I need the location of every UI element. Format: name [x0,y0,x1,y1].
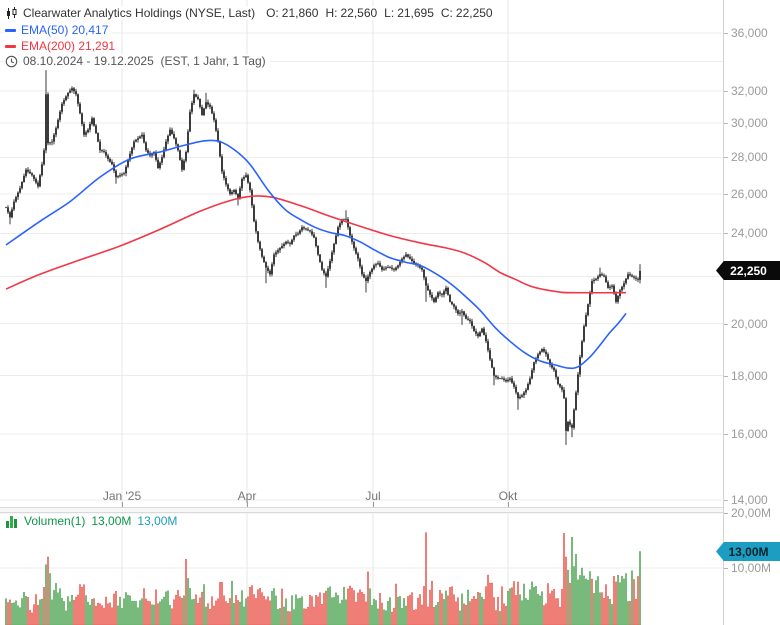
price-axis-label: 32,000 [731,84,768,98]
ema50-label: EMA(50) 20,417 [21,23,109,37]
axis-tick [724,157,728,158]
symbol-legend-row: Clearwater Analytics Holdings (NYSE, Las… [4,6,497,20]
axis-tick [724,434,728,435]
ema200-label: EMA(200) 21,291 [21,39,116,53]
volume-series [5,532,641,625]
pane-divider[interactable] [0,507,723,513]
date-range: 08.10.2024 - 19.12.2025 [23,54,154,68]
volume-bars-icon [6,515,17,528]
price-axis-label: 14,000 [731,493,768,507]
time-axis-label: Jan '25 [102,489,142,503]
axis-tick [724,568,728,569]
ema-lines [5,139,627,370]
ema200-legend-row[interactable]: EMA(200) 21,291 [4,39,120,53]
volume-value-teal: 13,00M [137,514,178,528]
volume-value-green: 13,00M [91,514,132,528]
price-chart-canvas[interactable] [0,0,723,625]
symbol-title: Clearwater Analytics Holdings (NYSE, Las… [23,6,256,20]
ema200-value: 21,291 [78,39,116,53]
axis-tick [724,500,728,501]
date-range-row: 08.10.2024 - 19.12.2025 (EST, 1 Jahr, 1 … [4,54,270,68]
axis-tick [724,123,728,124]
price-axis-label: 16,000 [731,427,768,441]
axis-tick [724,376,728,377]
low-value: 21,695 [397,6,434,20]
time-axis-tick [247,502,248,507]
axis-tick [724,91,728,92]
open-value: 21,860 [281,6,319,20]
date-range-text: 08.10.2024 - 19.12.2025 (EST, 1 Jahr, 1 … [23,54,266,68]
ema200-color-swatch [5,44,16,48]
volume-axis-label: 20,00M [731,506,772,520]
time-axis-tick [373,502,374,507]
ohlc-values: O: 21,860 H: 22,560 L: 21,695 C: 22,250 [266,6,493,20]
last-price-tag: 22,250 [716,261,780,280]
candlestick-icon [7,6,17,19]
close-label: C: [440,6,453,20]
price-axis-label: 20,000 [731,317,768,331]
price-axis[interactable]: 36,000 32,000 30,000 28,000 26,000 24,000 20,0… [716,0,780,625]
axis-tick [724,33,728,34]
time-axis-tick [122,502,123,507]
open-label: O: [266,6,279,20]
ema50-legend-row[interactable]: EMA(50) 20,417 [4,23,113,37]
high-label: H: [325,6,338,20]
clock-icon [5,55,18,67]
axis-tick [724,233,728,234]
price-axis-label: 30,000 [731,116,768,130]
time-axis-label: Apr [237,489,257,503]
time-axis-tick [508,502,509,507]
axis-tick [724,194,728,195]
ema50-value: 20,417 [71,23,109,37]
time-axis-label: Okt [498,489,518,503]
last-volume-tag: 13,00M [716,542,780,561]
volume-label: Volumen(1) [24,514,86,528]
session-info: (EST, 1 Jahr, 1 Tag) [160,54,266,68]
volume-legend-row[interactable]: Volumen(1) 13,00M 13,00M [4,514,183,528]
axis-tick [724,324,728,325]
price-axis-label: 28,000 [731,150,768,164]
candlestick-series [5,70,641,445]
price-axis-label: 36,000 [731,26,768,40]
axis-tick [724,513,728,514]
ema200-line [5,195,627,294]
volume-axis-label: 10,00M [731,561,772,575]
ema50-color-swatch [5,28,16,32]
ema50-line [5,139,627,370]
price-axis-label: 24,000 [731,226,768,240]
price-axis-label: 26,000 [731,187,768,201]
high-value: 22,560 [340,6,378,20]
grid-lines [0,0,723,625]
low-label: L: [384,6,395,20]
price-axis-label: 18,000 [731,369,768,383]
close-value: 22,250 [455,6,493,20]
time-axis-label: Jul [365,489,381,503]
